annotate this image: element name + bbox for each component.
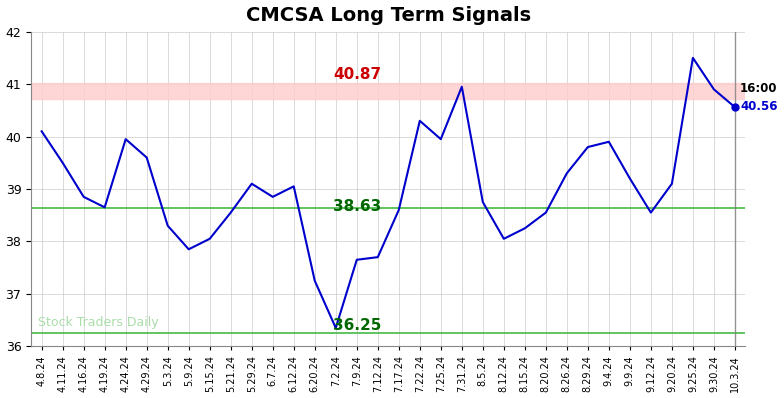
Text: 36.25: 36.25 xyxy=(333,318,381,332)
Text: 40.56: 40.56 xyxy=(740,100,778,113)
Text: 16:00: 16:00 xyxy=(740,82,778,96)
Text: 38.63: 38.63 xyxy=(333,199,381,214)
Text: Stock Traders Daily: Stock Traders Daily xyxy=(38,316,159,329)
Title: CMCSA Long Term Signals: CMCSA Long Term Signals xyxy=(245,6,531,25)
Text: 40.87: 40.87 xyxy=(333,67,381,82)
Bar xyxy=(31,83,746,99)
